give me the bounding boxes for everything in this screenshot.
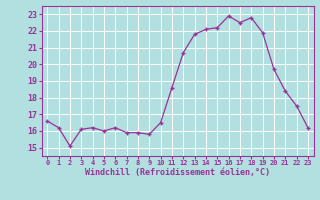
X-axis label: Windchill (Refroidissement éolien,°C): Windchill (Refroidissement éolien,°C) bbox=[85, 168, 270, 177]
